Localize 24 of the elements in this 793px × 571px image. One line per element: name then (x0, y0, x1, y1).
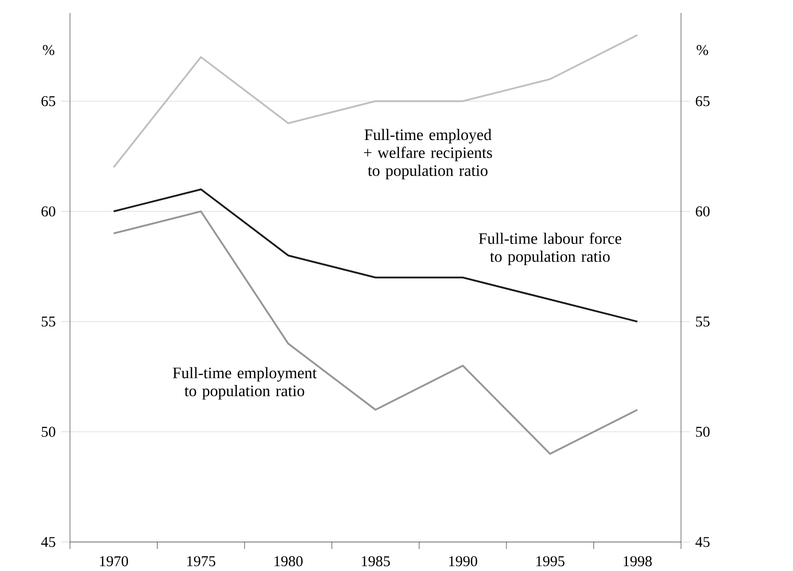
y-tick-label: 65 (42, 96, 56, 106)
y-tick-label: 45 (41, 536, 56, 547)
series-label: Full-time employment to population ratio (172, 366, 317, 400)
x-tick-label: 1975 (187, 556, 216, 566)
y2-tick-label: 60 (696, 206, 710, 216)
y-tick-label: 55 (42, 316, 56, 326)
x-tick-label: 1980 (274, 556, 303, 566)
x-tick-label: 1970 (100, 556, 128, 566)
line-series (112, 210, 638, 455)
x-tick-label: 1990 (449, 556, 478, 566)
y2-tick-label: 45 (695, 536, 710, 547)
series-label: Full-time employed + welfare recipients to population ratio (364, 128, 492, 180)
x-tick-label: 1985 (362, 556, 390, 566)
series-label: Full-time labour force to population ratio (478, 232, 622, 265)
y2-axis-title: % (696, 44, 708, 55)
y2-tick-label: 55 (696, 316, 710, 326)
y2-tick-label: 50 (696, 426, 710, 437)
line-series (112, 188, 638, 322)
y-axis-title: % (42, 44, 54, 55)
x-tick-label: 1998 (624, 556, 652, 566)
x-tick-label: 1995 (536, 556, 564, 566)
y-tick-label: 50 (42, 426, 56, 437)
y2-tick-label: 65 (696, 96, 710, 106)
y-tick-label: 60 (42, 206, 56, 216)
